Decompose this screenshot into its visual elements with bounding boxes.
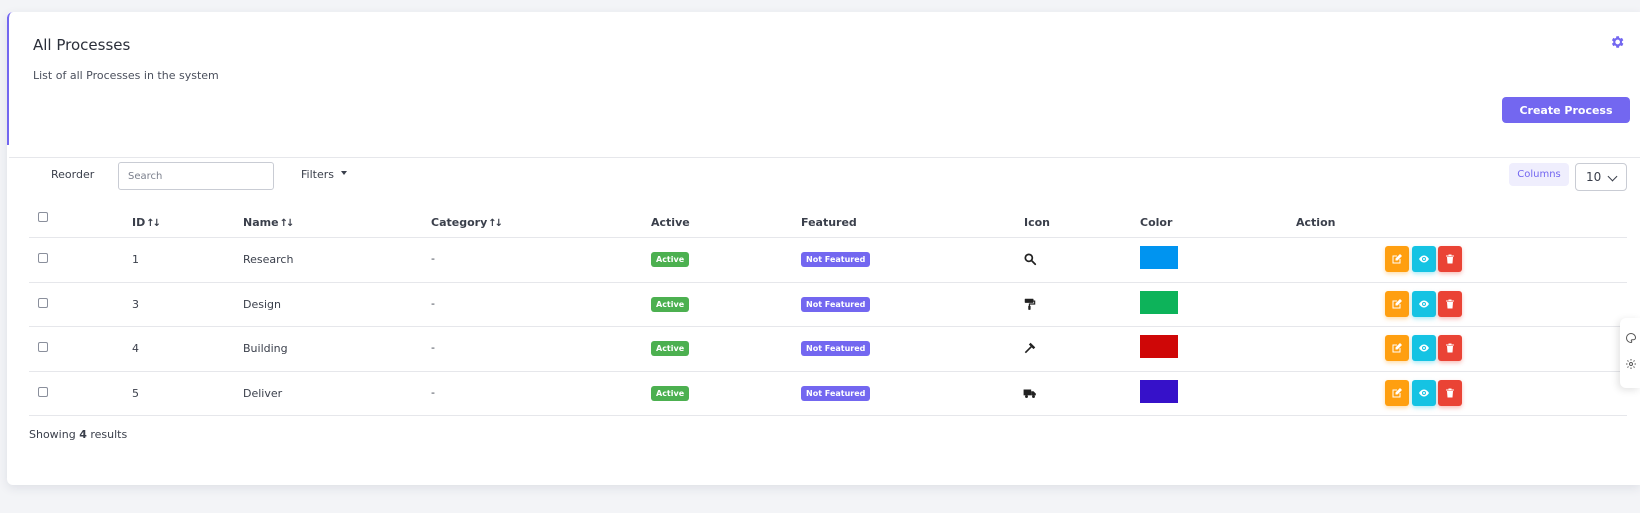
row-divider <box>29 282 1627 283</box>
active-badge: Active <box>651 252 690 267</box>
column-header-name[interactable]: Name↑↓ <box>243 216 295 229</box>
active-badge: Active <box>651 297 690 312</box>
create-process-button[interactable]: Create Process <box>1502 97 1630 123</box>
color-swatch <box>1140 380 1178 403</box>
row-divider <box>29 237 1627 238</box>
header-divider <box>9 157 1640 158</box>
edit-icon <box>1392 254 1402 264</box>
color-swatch <box>1140 291 1178 314</box>
view-button[interactable] <box>1412 291 1436 317</box>
column-header-color: Color <box>1140 216 1173 229</box>
edit-icon <box>1392 343 1402 353</box>
edit-icon <box>1392 388 1402 398</box>
page-subtitle: List of all Processes in the system <box>33 69 219 82</box>
row-category: - <box>431 341 435 354</box>
row-id: 1 <box>132 253 139 266</box>
reorder-button[interactable]: Reorder <box>51 168 95 181</box>
search-icon <box>1024 253 1037 266</box>
eye-icon <box>1419 300 1429 308</box>
edit-button[interactable] <box>1385 246 1409 272</box>
row-checkbox[interactable] <box>38 387 48 397</box>
sort-icon: ↑↓ <box>146 218 161 229</box>
select-all-checkbox[interactable] <box>38 212 48 222</box>
side-customizer-widget[interactable] <box>1620 318 1640 388</box>
active-badge: Active <box>651 386 690 401</box>
card-header: All Processes List of all Processes in t… <box>7 12 1640 158</box>
sort-icon: ↑↓ <box>488 218 503 229</box>
view-button[interactable] <box>1412 380 1436 406</box>
featured-badge: Not Featured <box>801 386 871 401</box>
row-id: 4 <box>132 342 139 355</box>
filters-dropdown[interactable]: Filters <box>301 168 347 181</box>
row-name: Building <box>243 342 288 355</box>
edit-button[interactable] <box>1385 335 1409 361</box>
eye-icon <box>1419 344 1429 352</box>
featured-badge: Not Featured <box>801 252 871 267</box>
trash-icon <box>1446 343 1454 353</box>
results-suffix: results <box>90 428 128 441</box>
trash-icon <box>1446 254 1454 264</box>
trash-icon <box>1446 388 1454 398</box>
results-prefix: Showing <box>29 428 76 441</box>
filters-label: Filters <box>301 168 334 181</box>
column-header-id[interactable]: ID↑↓ <box>132 216 161 229</box>
row-category: - <box>431 386 435 399</box>
page-title: All Processes <box>33 36 131 54</box>
columns-button[interactable]: Columns <box>1509 163 1569 186</box>
chevron-down-icon <box>1607 171 1618 182</box>
row-divider <box>29 415 1627 416</box>
sort-icon: ↑↓ <box>279 218 295 229</box>
row-category: - <box>431 252 435 265</box>
hammer-icon <box>1024 342 1036 354</box>
delete-button[interactable] <box>1438 246 1462 272</box>
paint-roller-icon <box>1024 298 1036 310</box>
eye-icon <box>1419 255 1429 263</box>
column-header-icon: Icon <box>1024 216 1051 229</box>
processes-card: All Processes List of all Processes in t… <box>7 12 1640 485</box>
row-category: - <box>431 297 435 310</box>
results-count: 4 <box>79 428 87 441</box>
row-id: 5 <box>132 387 139 400</box>
row-name: Design <box>243 298 281 311</box>
column-header-action: Action <box>1296 216 1336 229</box>
eye-icon <box>1419 389 1429 397</box>
search-input[interactable] <box>118 162 274 190</box>
edit-button[interactable] <box>1385 291 1409 317</box>
view-button[interactable] <box>1412 335 1436 361</box>
per-page-value: 10 <box>1586 170 1602 184</box>
delete-button[interactable] <box>1438 291 1462 317</box>
edit-button[interactable] <box>1385 380 1409 406</box>
results-summary: Showing 4 results <box>29 428 127 441</box>
row-id: 3 <box>132 298 139 311</box>
color-swatch <box>1140 246 1178 269</box>
featured-badge: Not Featured <box>801 297 871 312</box>
gear-icon[interactable] <box>1609 34 1625 50</box>
view-button[interactable] <box>1412 246 1436 272</box>
truck-icon <box>1023 389 1036 398</box>
trash-icon <box>1446 299 1454 309</box>
palette-icon[interactable] <box>1625 332 1637 344</box>
row-checkbox[interactable] <box>38 253 48 263</box>
per-page-select[interactable]: 10 <box>1575 163 1627 191</box>
row-name: Deliver <box>243 387 283 400</box>
delete-button[interactable] <box>1438 335 1462 361</box>
featured-badge: Not Featured <box>801 341 871 356</box>
row-checkbox[interactable] <box>38 298 48 308</box>
column-header-category[interactable]: Category↑↓ <box>431 216 503 229</box>
row-name: Research <box>243 253 294 266</box>
color-swatch <box>1140 335 1178 358</box>
edit-icon <box>1392 299 1402 309</box>
caret-down-icon <box>340 171 347 175</box>
row-divider <box>29 326 1627 327</box>
column-header-active: Active <box>651 216 690 229</box>
active-badge: Active <box>651 341 690 356</box>
row-checkbox[interactable] <box>38 342 48 352</box>
delete-button[interactable] <box>1438 380 1462 406</box>
gear-icon[interactable] <box>1625 358 1637 370</box>
row-divider <box>29 371 1627 372</box>
column-header-featured: Featured <box>801 216 857 229</box>
